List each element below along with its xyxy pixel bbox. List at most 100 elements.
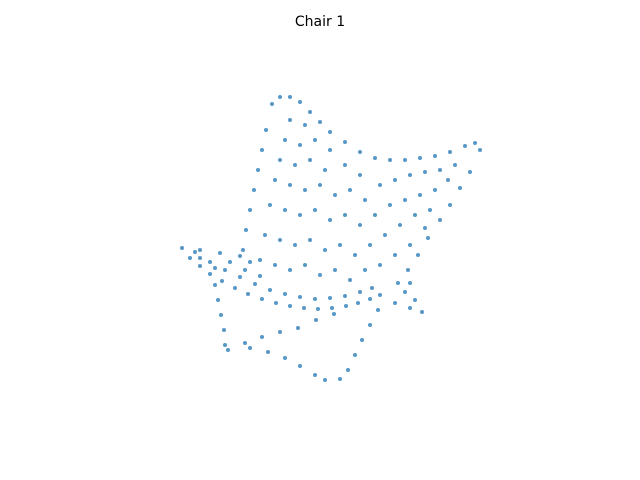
point	[420, 310, 424, 314]
point	[418, 156, 422, 160]
point	[358, 150, 362, 154]
point	[298, 143, 302, 147]
point	[222, 328, 226, 332]
point	[288, 95, 292, 99]
point	[266, 350, 270, 354]
point	[378, 263, 382, 267]
point	[448, 203, 452, 207]
point	[198, 264, 202, 268]
point	[423, 170, 427, 174]
point	[318, 120, 322, 124]
point	[358, 290, 362, 294]
point	[348, 188, 352, 192]
point	[323, 168, 327, 172]
point	[393, 178, 397, 182]
point	[446, 178, 450, 182]
point	[246, 292, 250, 296]
point	[393, 253, 397, 257]
point	[188, 256, 192, 260]
point	[368, 323, 372, 327]
point	[308, 110, 312, 114]
point	[378, 183, 382, 187]
point	[393, 301, 397, 305]
point	[283, 356, 287, 360]
point	[378, 293, 382, 297]
point	[328, 130, 332, 134]
point	[278, 330, 282, 334]
point	[288, 183, 292, 187]
point	[293, 243, 297, 247]
point	[220, 279, 224, 283]
point	[278, 158, 282, 162]
point	[343, 294, 347, 298]
point	[274, 301, 278, 305]
point	[478, 148, 482, 152]
point	[278, 238, 282, 242]
point	[353, 253, 357, 257]
point	[278, 95, 282, 99]
point	[403, 158, 407, 162]
point	[223, 343, 227, 347]
point	[433, 188, 437, 192]
point	[368, 297, 372, 301]
point	[363, 268, 367, 272]
point	[403, 198, 407, 202]
chart-title: Chair 1	[295, 14, 345, 30]
point	[283, 138, 287, 142]
point	[358, 173, 362, 177]
point	[243, 341, 247, 345]
point	[413, 298, 417, 302]
point	[332, 312, 336, 316]
point	[298, 295, 302, 299]
point	[238, 254, 242, 258]
point	[426, 236, 430, 240]
point	[318, 273, 322, 277]
point	[433, 154, 437, 158]
point	[376, 308, 380, 312]
point	[333, 268, 337, 272]
point	[416, 253, 420, 257]
point	[388, 158, 392, 162]
point	[313, 208, 317, 212]
point	[318, 183, 322, 187]
point	[328, 218, 332, 222]
point	[256, 168, 260, 172]
point	[360, 338, 364, 342]
point	[264, 128, 268, 132]
point	[323, 248, 327, 252]
point	[303, 188, 307, 192]
point	[398, 223, 402, 227]
point	[273, 263, 277, 267]
point	[333, 193, 337, 197]
point	[316, 307, 320, 311]
point	[338, 377, 342, 381]
point	[313, 373, 317, 377]
point	[328, 148, 332, 152]
point	[473, 141, 477, 145]
point	[328, 296, 332, 300]
point	[313, 138, 317, 142]
point	[438, 218, 442, 222]
point	[403, 290, 407, 294]
point	[406, 268, 410, 272]
point	[428, 208, 432, 212]
point	[353, 353, 357, 357]
point	[293, 163, 297, 167]
point	[213, 283, 217, 287]
point	[383, 233, 387, 237]
point	[423, 226, 427, 230]
point	[388, 203, 392, 207]
point	[238, 275, 242, 279]
point	[408, 243, 412, 247]
point	[453, 163, 457, 167]
point	[193, 250, 197, 254]
point	[260, 148, 264, 152]
point	[408, 306, 412, 310]
point	[288, 118, 292, 122]
point	[438, 168, 442, 172]
point	[298, 213, 302, 217]
point	[208, 260, 212, 264]
point	[252, 188, 256, 192]
point	[396, 281, 400, 285]
